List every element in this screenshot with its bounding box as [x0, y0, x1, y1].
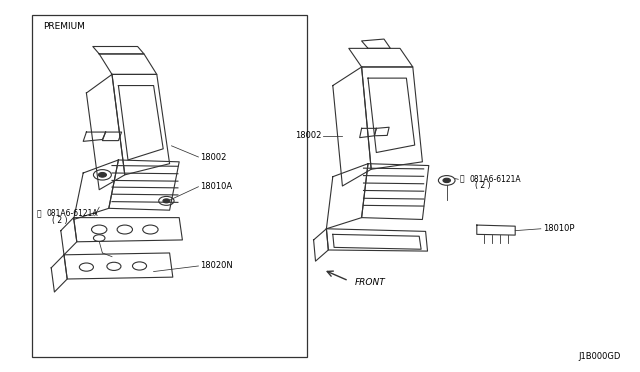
Text: 18010A: 18010A	[200, 182, 232, 191]
Text: Ⓑ: Ⓑ	[37, 209, 42, 218]
Circle shape	[443, 178, 451, 183]
Text: 081A6-6121A: 081A6-6121A	[469, 175, 521, 184]
Text: 18002: 18002	[295, 131, 321, 140]
Text: ( 2 ): ( 2 )	[475, 181, 490, 190]
Text: 18020N: 18020N	[200, 262, 233, 270]
Text: 18002: 18002	[200, 153, 227, 162]
Text: 081A6-6121A: 081A6-6121A	[47, 209, 99, 218]
Circle shape	[99, 173, 106, 177]
Bar	[32, 15, 307, 357]
Text: Ⓑ: Ⓑ	[460, 175, 464, 184]
Text: ( 2 ): ( 2 )	[52, 216, 68, 225]
Text: PREMIUM: PREMIUM	[44, 22, 85, 31]
Text: 18010P: 18010P	[543, 224, 574, 233]
Text: FRONT: FRONT	[355, 278, 386, 287]
Text: J1B000GD: J1B000GD	[579, 352, 621, 361]
Circle shape	[163, 199, 170, 203]
